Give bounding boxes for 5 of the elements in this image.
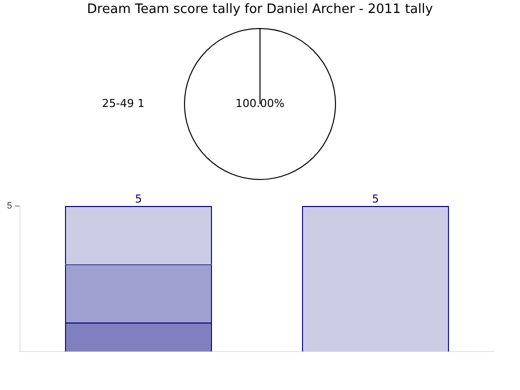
category-label: 25-49 1 [102,96,144,110]
chart-title: Dream Team score tally for Daniel Archer - 2011 tally [86,2,434,17]
data-label: 100.00% [236,96,284,110]
total-label: 5 [135,192,142,206]
total-label: 5 [372,192,379,206]
